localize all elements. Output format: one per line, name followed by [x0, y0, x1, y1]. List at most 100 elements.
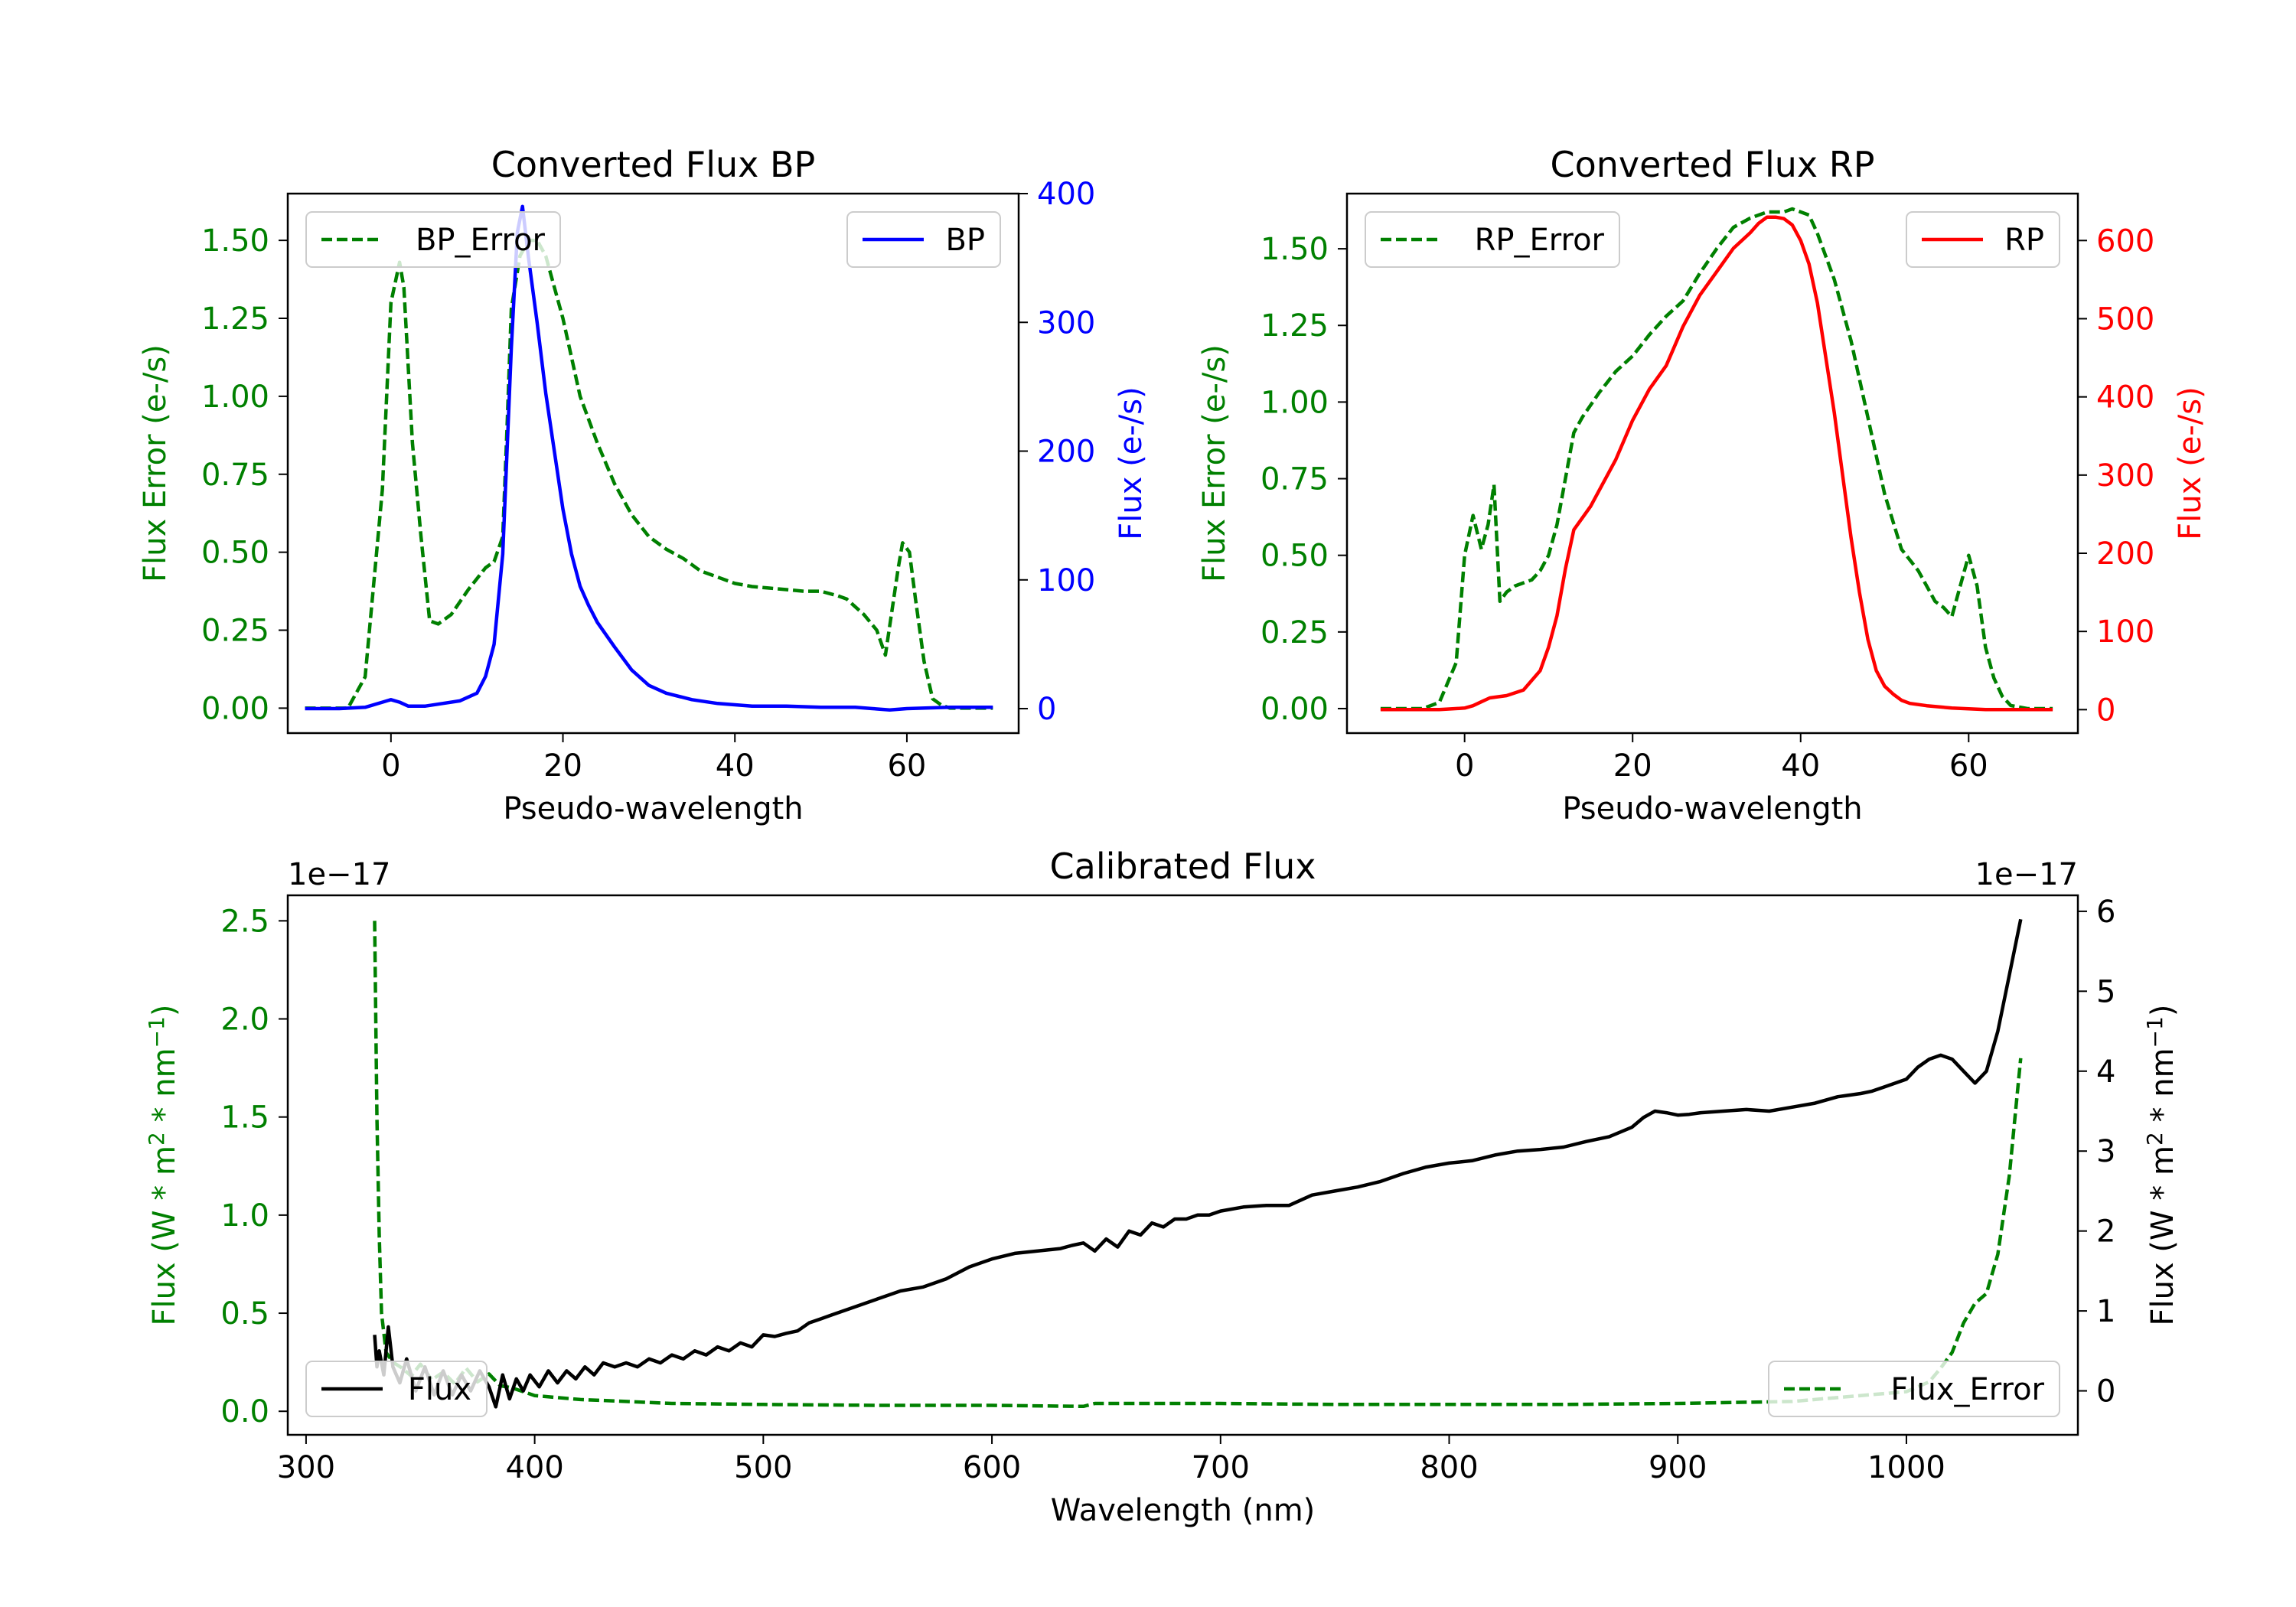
legend-rp: RP	[1906, 211, 2060, 268]
legend-box	[305, 1361, 488, 1417]
legend-box	[305, 211, 561, 268]
right-y-tick-label: 100	[1037, 563, 1095, 598]
left-y-axis-label: Flux Error (e-/s)	[138, 344, 173, 582]
plot-area	[305, 204, 993, 712]
right-y-tick-label: 200	[1037, 435, 1095, 470]
left-y-tick-label: 1.50	[1261, 232, 1329, 267]
right-y-tick-label: 2	[2096, 1214, 2115, 1250]
x-tick-label: 500	[734, 1450, 792, 1485]
right-y-tick-label: 0	[2096, 693, 2115, 728]
chart-title: Calibrated Flux	[1050, 846, 1316, 887]
x-tick-label: 40	[716, 748, 755, 784]
left-y-tick-label: 1.00	[1261, 385, 1329, 420]
legend-bp: BP	[846, 211, 1001, 268]
right-y-tick-label: 200	[2096, 536, 2154, 572]
x-tick-label: 60	[1949, 748, 1988, 784]
right-y-tick-label: 4	[2096, 1054, 2115, 1090]
right-offset-text: 1e−17	[1975, 857, 2078, 892]
legend-flux: Flux	[305, 1361, 488, 1417]
legend-rp-error: RP_Error	[1365, 211, 1620, 268]
x-tick-label: 0	[381, 748, 400, 784]
legend-label: BP	[945, 223, 985, 258]
right-y-tick-label: 600	[2096, 223, 2154, 259]
right-y-tick-label: 500	[2096, 302, 2154, 337]
right-y-tick-label: 400	[1037, 177, 1095, 212]
left-y-tick-label: 0.25	[201, 614, 269, 649]
x-tick-label: 0	[1455, 748, 1474, 784]
right-y-axis-label: Flux (e-/s)	[2173, 386, 2208, 539]
calibrated-flux-panel: 300 400 500 600 700 800 900 1000 0.0 0.5 1.0 1.5 2.0…	[144, 846, 2180, 1528]
plot-area	[373, 918, 2023, 1409]
x-axis-label: Pseudo-wavelength	[1562, 791, 1862, 826]
left-y-tick-label: 1.5	[220, 1100, 269, 1136]
left-y-axis-label: Flux Error (e-/s)	[1197, 344, 1232, 582]
right-y-tick-label: 6	[2096, 895, 2115, 930]
right-y-tick-label: 0	[2096, 1374, 2115, 1410]
legend-flux-error: Flux_Error	[1768, 1361, 2060, 1417]
x-tick-label: 300	[277, 1450, 335, 1485]
left-y-tick-label: 0.25	[1261, 615, 1329, 650]
axes-frame	[1345, 192, 2079, 735]
bp-panel: 0 20 40 60 0.00 0.25 0.50 0.75 1.00 1.25 1.50 0 100 2…	[138, 144, 1149, 826]
series-flux-line	[373, 918, 2023, 1409]
x-tick-label: 900	[1649, 1450, 1707, 1485]
right-y-tick-label: 400	[2096, 380, 2154, 416]
left-y-axis-label: Flux (W * m2 * nm−1)	[144, 1005, 182, 1326]
legend-box	[1768, 1361, 2060, 1417]
x-axis-label: Pseudo-wavelength	[503, 791, 803, 826]
series-rp-error-line	[1380, 207, 2053, 711]
right-y-tick-label: 3	[2096, 1134, 2115, 1169]
axes-frame	[286, 192, 1020, 735]
x-tick-label: 400	[505, 1450, 563, 1485]
right-y-axis-label: Flux (e-/s)	[1114, 386, 1149, 539]
left-y-tick-label: 0.00	[201, 691, 269, 726]
left-y-tick-label: 0.75	[1261, 462, 1329, 497]
legend-box	[1365, 211, 1620, 268]
x-tick-label: 60	[887, 748, 926, 784]
legend-label: RP_Error	[1475, 223, 1605, 258]
right-y-tick-label: 5	[2096, 974, 2115, 1009]
left-y-tick-label: 1.0	[220, 1198, 269, 1234]
x-tick-label: 40	[1781, 748, 1820, 784]
right-y-tick-label: 300	[1037, 305, 1095, 341]
right-y-axis-label: Flux (W * m2 * nm−1)	[2142, 1005, 2180, 1326]
left-y-tick-label: 2.0	[220, 1002, 269, 1038]
left-y-tick-label: 1.00	[201, 380, 269, 415]
x-tick-label: 600	[963, 1450, 1021, 1485]
left-y-tick-label: 1.50	[201, 223, 269, 259]
series-bp-line	[305, 204, 993, 712]
plot-area	[1380, 207, 2053, 712]
left-y-tick-label: 0.50	[1261, 539, 1329, 574]
left-y-tick-label: 2.5	[220, 904, 269, 939]
x-tick-label: 20	[1613, 748, 1652, 784]
series-rp-line	[1380, 215, 2053, 712]
rp-panel: 0 20 40 60 0.00 0.25 0.50 0.75 1.00 1.25 1.50 0 100 2…	[1197, 144, 2208, 826]
left-y-tick-label: 0.5	[220, 1296, 269, 1332]
left-y-tick-label: 1.25	[201, 302, 269, 337]
chart-title: Converted Flux BP	[491, 144, 816, 185]
legend-bp-error: BP_Error	[305, 211, 561, 268]
series-flux-error-line	[373, 921, 2023, 1409]
chart-title: Converted Flux RP	[1551, 144, 1875, 185]
series-bp-error-line	[305, 238, 993, 710]
left-y-tick-label: 0.50	[201, 536, 269, 571]
x-tick-label: 800	[1420, 1450, 1478, 1485]
left-y-tick-label: 0.75	[201, 458, 269, 493]
x-tick-label: 1000	[1867, 1450, 1945, 1485]
x-axis-label: Wavelength (nm)	[1051, 1493, 1316, 1528]
left-offset-text: 1e−17	[288, 857, 390, 892]
right-y-tick-label: 300	[2096, 458, 2154, 494]
right-y-tick-label: 0	[1037, 692, 1056, 727]
right-y-tick-label: 100	[2096, 614, 2154, 650]
left-y-tick-label: 0.00	[1261, 692, 1329, 727]
legend-label: Flux	[408, 1372, 471, 1407]
left-y-tick-label: 1.25	[1261, 308, 1329, 344]
left-y-tick-label: 0.0	[220, 1394, 269, 1429]
axes-frame	[286, 894, 2079, 1436]
x-tick-label: 700	[1192, 1450, 1250, 1485]
legend-label: RP	[2004, 223, 2044, 258]
legend-label: Flux_Error	[1890, 1372, 2044, 1407]
legend-label: BP_Error	[416, 223, 546, 258]
right-y-tick-label: 1	[2096, 1294, 2115, 1329]
